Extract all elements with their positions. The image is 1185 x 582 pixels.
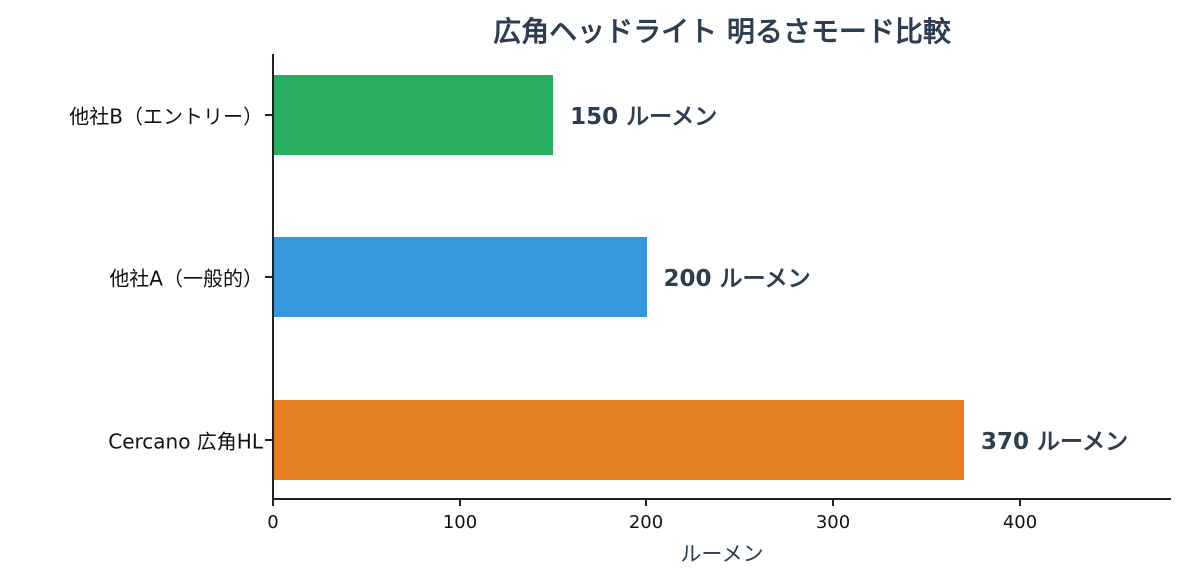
- bar-competitor-b: [273, 75, 554, 155]
- x-tick: [459, 499, 461, 506]
- y-axis-line: [272, 54, 274, 500]
- bar-value-label: 370 ルーメン: [980, 429, 1129, 455]
- bar-value-label: 150 ルーメン: [570, 104, 718, 130]
- bar-cercano: [273, 400, 964, 480]
- x-tick-label: 100: [442, 512, 478, 533]
- x-tick-label: 0: [267, 512, 279, 533]
- y-tick-label: 他社A（一般的）: [109, 266, 263, 291]
- chart-title: 広角ヘッドライト 明るさモード比較: [493, 15, 951, 48]
- x-axis-line: [272, 498, 1171, 500]
- y-tick: [265, 114, 272, 116]
- y-tick: [265, 276, 272, 278]
- x-tick-label: 300: [815, 512, 851, 533]
- y-tick-label: Cercano 広角HL: [108, 429, 263, 454]
- x-tick: [832, 499, 834, 506]
- x-tick: [272, 499, 274, 506]
- y-tick-label: 他社B（エントリー）: [69, 104, 263, 129]
- bar-value-label: 200 ルーメン: [663, 266, 811, 292]
- x-tick-label: 200: [628, 512, 664, 533]
- x-tick: [645, 499, 647, 506]
- x-tick: [1019, 499, 1021, 506]
- x-axis-title: ルーメン: [680, 542, 764, 566]
- y-tick: [265, 439, 272, 441]
- x-tick-label: 400: [1002, 512, 1038, 533]
- bar-competitor-a: [273, 237, 647, 317]
